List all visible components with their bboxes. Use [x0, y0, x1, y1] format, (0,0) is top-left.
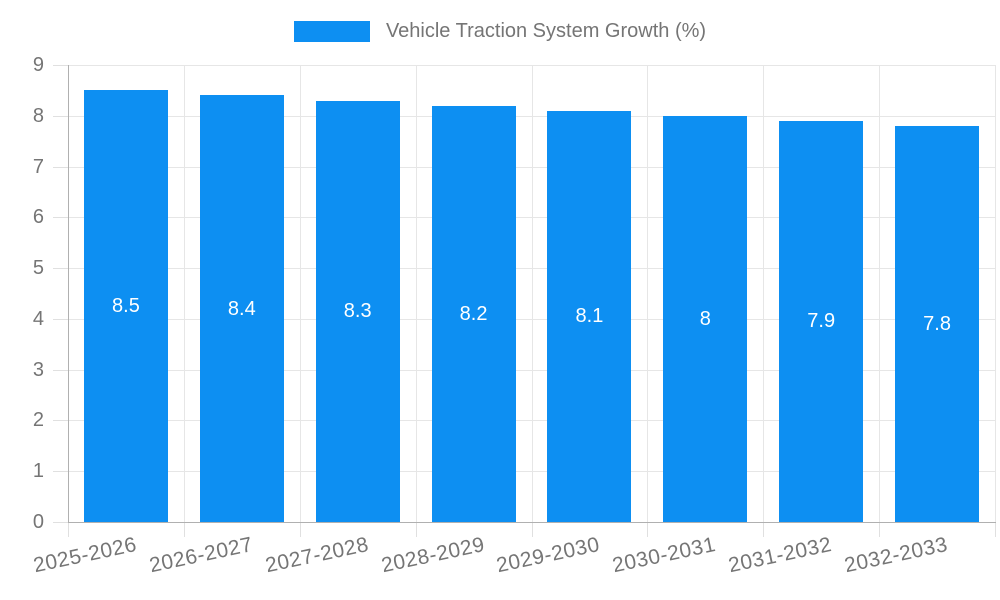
x-tick — [879, 522, 881, 537]
y-axis-line — [68, 65, 69, 523]
bar[interactable] — [547, 110, 632, 522]
bar-value-label: 7.8 — [923, 312, 951, 335]
legend-label: Vehicle Traction System Growth (%) — [385, 20, 707, 42]
bar[interactable] — [663, 115, 748, 522]
x-tick — [299, 522, 301, 537]
bar[interactable] — [199, 95, 284, 522]
y-tick-label: 9 — [32, 54, 44, 76]
bar-value-label: 8.1 — [575, 305, 604, 328]
y-tick — [53, 420, 68, 422]
x-tick — [68, 522, 69, 537]
y-tick — [53, 217, 68, 219]
legend-swatch — [293, 21, 370, 42]
bar-value-label: 8.3 — [343, 300, 372, 323]
bar-value-label: 8.2 — [459, 302, 488, 325]
bar-value-label: 8 — [699, 307, 711, 330]
y-tick — [53, 318, 68, 320]
y-tick — [53, 268, 68, 270]
y-tick — [53, 522, 68, 523]
x-tick — [647, 522, 649, 537]
v-gridline — [763, 65, 765, 522]
y-tick-label: 5 — [32, 257, 44, 280]
x-tick — [531, 522, 533, 537]
bar[interactable] — [779, 120, 864, 522]
y-tick-label: 1 — [32, 460, 44, 483]
bar-value-label: 8.4 — [227, 297, 256, 320]
v-gridline — [183, 65, 185, 522]
v-gridline — [415, 65, 417, 522]
x-tick — [763, 522, 765, 537]
bar-value-label: 8.5 — [112, 295, 140, 318]
y-tick-label: 3 — [32, 358, 44, 381]
legend: Vehicle Traction System Growth (%) — [0, 20, 1000, 43]
bar-value-label: 7.9 — [807, 310, 836, 333]
v-gridline — [879, 65, 881, 522]
x-tick — [183, 522, 185, 537]
v-gridline — [299, 65, 301, 522]
bar[interactable] — [895, 125, 980, 522]
x-axis-line — [68, 522, 996, 523]
y-tick-label: 2 — [32, 409, 44, 432]
y-tick-label: 4 — [32, 307, 44, 330]
y-tick — [53, 65, 68, 66]
v-gridline — [647, 65, 649, 522]
y-tick-label: 6 — [32, 206, 44, 229]
y-tick — [53, 115, 68, 117]
x-tick — [995, 522, 996, 537]
y-tick — [53, 166, 68, 168]
y-tick — [53, 471, 68, 473]
y-tick-label: 0 — [32, 511, 44, 533]
bar[interactable] — [83, 90, 168, 522]
v-gridline — [531, 65, 533, 522]
bar[interactable] — [431, 105, 516, 522]
v-gridline — [995, 65, 996, 522]
x-tick — [415, 522, 417, 537]
y-tick-label: 7 — [32, 155, 44, 178]
bar[interactable] — [315, 100, 400, 522]
y-tick — [53, 369, 68, 371]
y-tick-label: 8 — [32, 104, 44, 127]
